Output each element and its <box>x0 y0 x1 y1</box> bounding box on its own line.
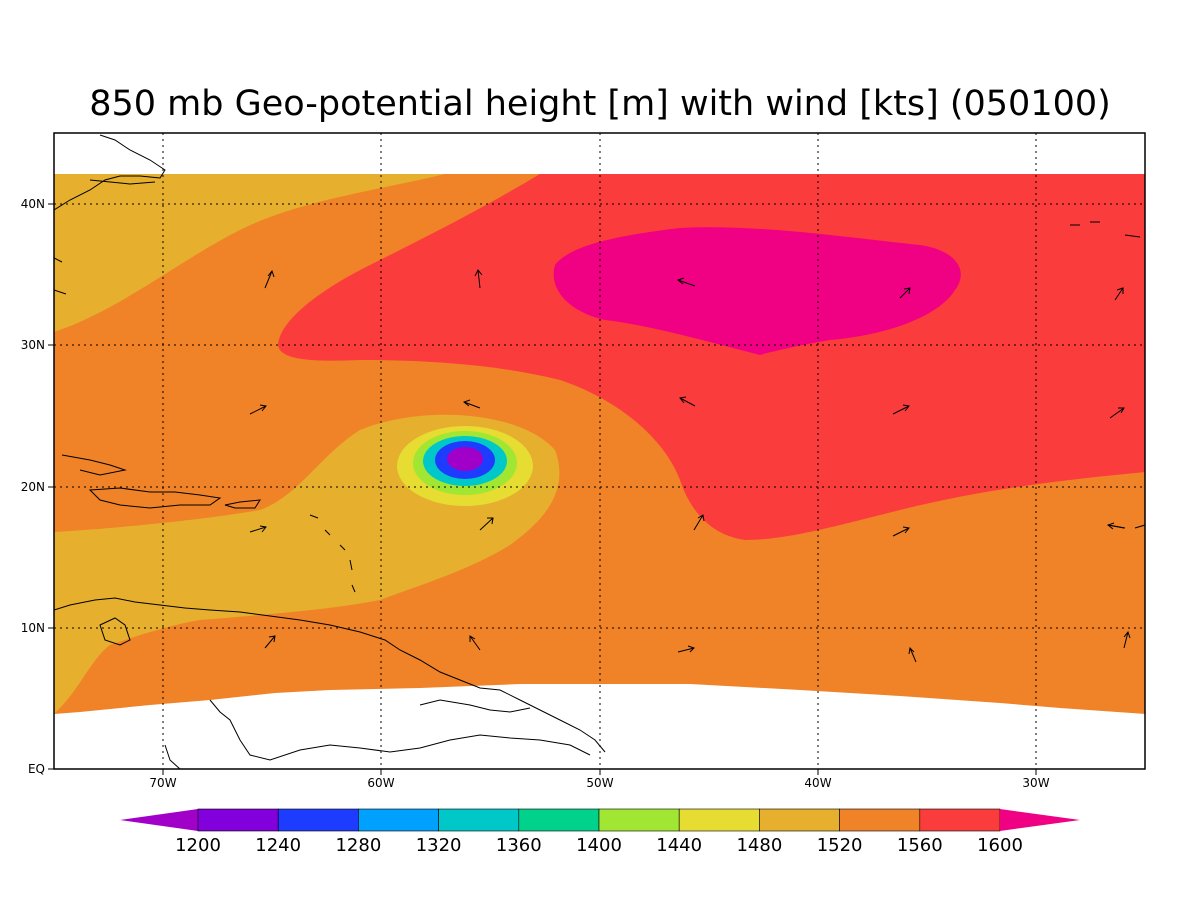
lon-tick-label: 30W <box>1022 776 1049 790</box>
wind-arrows <box>249 269 1131 663</box>
colorbar-label: 1400 <box>576 835 622 856</box>
colorbar-swatch <box>759 808 840 832</box>
colorbar-underflow-triangle <box>120 809 198 831</box>
colorbar-label: 1200 <box>175 835 221 856</box>
colorbar-swatch <box>197 808 279 832</box>
colorbar-label: 1320 <box>416 835 462 856</box>
colorbar-label: 1520 <box>817 835 863 856</box>
lat-tick-label: 40N <box>21 197 45 211</box>
colorbar-label: 1280 <box>335 835 381 856</box>
colorbar-swatch <box>678 808 760 832</box>
tick-marks <box>48 203 1037 775</box>
chart-title: 850 mb Geo-potential height [m] with win… <box>89 84 1111 124</box>
colorbar-label: 1440 <box>656 835 702 856</box>
lon-tick-label: 60W <box>367 776 394 790</box>
field-1480-west <box>54 174 445 332</box>
colorbar-swatch <box>438 808 520 832</box>
field-low-1200 <box>447 447 483 471</box>
colorbar: 1200 1240 1280 1320 1360 1400 1440 1480 1520 1560… <box>120 808 1080 856</box>
field-1600 <box>553 227 961 355</box>
lon-tick-label: 50W <box>586 776 613 790</box>
colorbar-label: 1240 <box>255 835 301 856</box>
colorbar-swatch <box>839 808 921 832</box>
lon-tick-label: 40W <box>804 776 831 790</box>
colorbar-label: 1600 <box>977 835 1023 856</box>
coastlines <box>54 134 1145 769</box>
map-plot-area <box>54 133 1145 769</box>
colorbar-swatch <box>919 808 1001 832</box>
colorbar-swatch <box>358 808 439 832</box>
lat-tick-label: 30N <box>21 338 45 352</box>
colorbar-swatch <box>277 808 359 832</box>
colorbar-label: 1480 <box>736 835 782 856</box>
lat-tick-label: EQ <box>28 762 45 776</box>
lat-tick-label: 10N <box>21 621 45 635</box>
colorbar-label: 1560 <box>897 835 943 856</box>
colorbar-swatch <box>518 808 600 832</box>
colorbar-overflow-triangle <box>1000 809 1080 831</box>
colorbar-label: 1360 <box>496 835 542 856</box>
lon-tick-label: 70W <box>149 776 176 790</box>
colorbar-swatch <box>598 808 680 832</box>
graticule <box>54 133 1145 769</box>
nodata-south <box>54 684 1145 769</box>
lat-tick-label: 20N <box>21 480 45 494</box>
